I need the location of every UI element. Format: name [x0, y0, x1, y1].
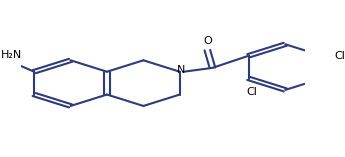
Text: N: N [177, 65, 186, 76]
Text: H₂N: H₂N [1, 50, 22, 60]
Text: O: O [203, 36, 212, 46]
Text: Cl: Cl [246, 87, 257, 97]
Text: Cl: Cl [334, 51, 345, 61]
